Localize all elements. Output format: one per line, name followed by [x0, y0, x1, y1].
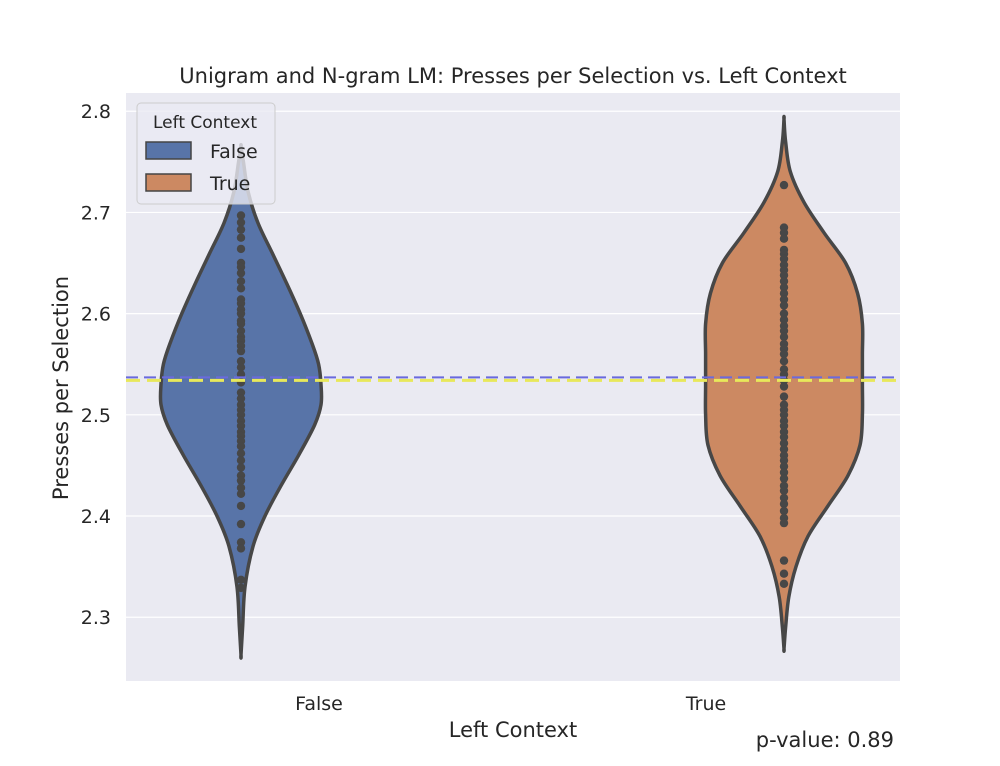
- data-point: [236, 268, 246, 278]
- y-tick-labels: 2.3 2.4 2.5 2.6 2.7 2.8: [81, 101, 111, 629]
- data-point: [236, 262, 246, 272]
- data-point: [236, 346, 246, 356]
- data-point: [236, 538, 246, 547]
- data-point: [779, 326, 789, 335]
- data-point: [236, 442, 246, 451]
- data-point: [236, 456, 246, 465]
- data-point: [236, 299, 246, 308]
- legend: Left Context False True: [136, 102, 276, 205]
- y-tick-label: 2.7: [81, 202, 111, 224]
- data-point: [779, 462, 789, 471]
- x-tick-labels: False True: [295, 693, 726, 715]
- legend-swatch-false: [145, 141, 192, 160]
- data-point: [779, 474, 789, 483]
- data-point: [779, 579, 789, 588]
- data-point: [236, 583, 246, 593]
- y-tick-label: 2.5: [81, 405, 111, 427]
- chart-title: Unigram and N-gram LM: Presses per Selec…: [179, 64, 846, 88]
- data-point: [779, 556, 789, 565]
- data-point: [779, 569, 789, 578]
- p-value-annotation: p-value: 0.89: [756, 728, 894, 752]
- legend-label-true: True: [209, 173, 250, 195]
- reference-lines: [126, 376, 900, 382]
- x-tick-label: True: [685, 693, 726, 715]
- data-point: [236, 225, 246, 234]
- data-point: [236, 519, 246, 529]
- data-point: [779, 410, 789, 419]
- data-point: [779, 432, 789, 442]
- data-point: [236, 388, 246, 397]
- data-point: [779, 468, 789, 477]
- data-point: [236, 319, 246, 328]
- data-point: [236, 211, 246, 220]
- data-point: [779, 228, 789, 237]
- data-point: [779, 332, 789, 342]
- data-point: [779, 254, 789, 264]
- data-point: [236, 489, 246, 498]
- data-point: [236, 326, 246, 335]
- data-point: [779, 349, 789, 359]
- data-point: [236, 277, 246, 286]
- legend-swatch-true: [145, 173, 192, 192]
- data-point: [779, 486, 789, 495]
- data-point: [779, 309, 789, 318]
- data-point: [236, 284, 246, 293]
- data-point: [779, 301, 789, 310]
- data-point: [236, 476, 246, 485]
- data-point: [779, 493, 789, 502]
- y-tick-label: 2.6: [81, 304, 111, 326]
- data-point: [779, 277, 789, 286]
- data-point: [779, 382, 789, 391]
- data-point: [236, 501, 246, 511]
- legend-label-false: False: [210, 141, 258, 163]
- data-point: [779, 271, 789, 280]
- data-point: [779, 518, 789, 528]
- data-point: [779, 289, 789, 298]
- data-point: [236, 244, 246, 254]
- data-point: [779, 234, 789, 243]
- y-tick-label: 2.8: [81, 101, 111, 123]
- data-point: [236, 233, 246, 242]
- data-point: [236, 357, 246, 366]
- data-point: [236, 421, 246, 431]
- data-point: [236, 449, 246, 458]
- data-point: [779, 456, 789, 465]
- data-point: [236, 218, 246, 227]
- data-point: [236, 309, 246, 318]
- data-point: [236, 483, 246, 492]
- y-tick-label: 2.4: [81, 506, 111, 528]
- data-point: [779, 283, 789, 292]
- data-point: [779, 392, 789, 401]
- data-point: [236, 363, 246, 372]
- x-axis-label: Left Context: [449, 718, 577, 742]
- legend-title: Left Context: [153, 113, 257, 133]
- data-point: [779, 315, 789, 324]
- data-point: [236, 410, 246, 419]
- y-tick-label: 2.3: [81, 607, 111, 629]
- x-tick-label: False: [295, 693, 343, 715]
- data-point: [236, 544, 246, 553]
- violins: [158, 114, 865, 660]
- data-point: [779, 295, 789, 304]
- data-point: [779, 357, 789, 366]
- data-point: [779, 421, 789, 431]
- data-point: [779, 499, 789, 509]
- data-point: [236, 463, 246, 472]
- data-point: [779, 445, 789, 454]
- data-point: [779, 506, 789, 516]
- data-point: [236, 394, 246, 403]
- data-point: [779, 439, 789, 448]
- data-point: [236, 575, 246, 584]
- data-point: [779, 180, 789, 190]
- y-axis-label: Presses per Selection: [49, 276, 73, 500]
